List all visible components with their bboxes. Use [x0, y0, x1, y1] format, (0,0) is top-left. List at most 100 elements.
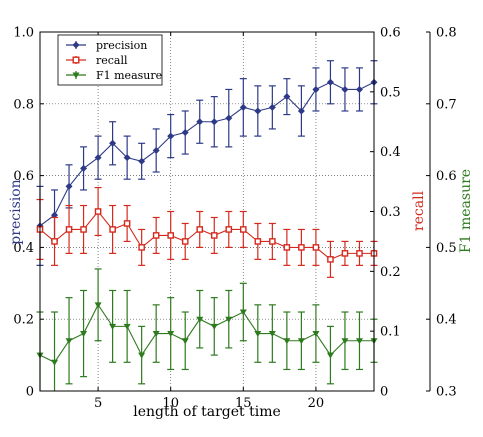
data-point-recall	[210, 232, 218, 239]
data-point-precision	[312, 85, 320, 93]
data-point-f1	[225, 316, 233, 323]
legend-item-f1: F1 measure	[66, 69, 162, 82]
data-point-f1	[196, 316, 204, 323]
y-tick-label-f1: 0.5	[436, 241, 457, 256]
series-recall	[36, 186, 378, 278]
triangle-down-marker-icon	[72, 72, 80, 79]
data-point-recall	[327, 256, 334, 263]
y-axis-title-recall: recall	[411, 190, 427, 231]
data-point-recall	[65, 226, 73, 233]
data-point-precision	[123, 154, 131, 162]
data-point-recall	[80, 226, 87, 233]
data-point-precision	[326, 78, 334, 86]
data-point-f1	[80, 331, 88, 338]
data-point-precision	[181, 129, 189, 137]
data-point-f1	[51, 359, 59, 366]
y-tick-label-precision: 0.4	[13, 241, 34, 256]
data-point-recall	[196, 226, 204, 233]
data-point-recall	[123, 220, 131, 227]
data-point-f1	[239, 309, 247, 316]
data-point-precision	[167, 132, 175, 140]
data-point-recall	[167, 232, 174, 239]
data-point-precision	[268, 103, 276, 111]
data-point-precision	[239, 103, 247, 111]
data-point-recall	[269, 238, 276, 245]
legend: precision recall F1 measure	[57, 34, 163, 86]
series-f1	[36, 268, 378, 391]
y-tick-label-f1: 0.4	[436, 313, 457, 328]
legend-item-precision: precision	[66, 39, 147, 52]
data-point-f1	[65, 338, 73, 345]
y-axis-title-precision: precision	[8, 179, 24, 244]
legend-label-precision: precision	[96, 39, 147, 52]
data-point-f1	[268, 331, 276, 338]
data-point-f1	[167, 331, 175, 338]
data-point-f1	[152, 331, 160, 338]
data-point-precision	[94, 154, 102, 162]
legend-label-recall: recall	[96, 54, 128, 67]
data-point-precision	[51, 211, 59, 219]
y-tick-label-recall: 0.3	[380, 205, 401, 220]
y-tick-label-recall: 0.4	[380, 145, 401, 160]
y-tick-label-precision: 1.0	[13, 26, 34, 41]
data-point-precision	[138, 157, 146, 165]
data-point-f1	[355, 338, 363, 345]
diamond-marker-icon	[72, 41, 80, 49]
data-point-precision	[297, 107, 305, 115]
y-tick-label-recall: 0.1	[380, 325, 401, 340]
y-tick-label-f1: 0.3	[436, 385, 457, 400]
y-tick-label-recall: 0.2	[380, 265, 401, 280]
data-point-recall	[254, 238, 262, 245]
series-layer	[36, 60, 378, 391]
data-point-f1	[312, 331, 320, 338]
x-tick-label: 5	[94, 396, 102, 411]
data-point-recall	[225, 226, 233, 233]
y-tick-label-precision: 0.6	[13, 169, 34, 184]
x-axis-title: length of target time	[133, 404, 281, 420]
data-point-f1	[123, 323, 131, 330]
y-tick-label-recall: 0.6	[380, 26, 401, 41]
data-point-f1	[341, 338, 349, 345]
series-line-precision	[39, 81, 375, 227]
x-tick-label: 10	[162, 396, 179, 411]
y-tick-label-precision: 0	[26, 385, 34, 400]
data-point-recall	[181, 238, 189, 245]
data-point-f1	[326, 352, 334, 359]
legend-item-recall: recall	[66, 54, 128, 67]
data-point-precision	[341, 85, 349, 93]
data-point-f1	[94, 302, 102, 309]
y-tick-label-recall: 0	[380, 385, 388, 400]
data-point-precision	[210, 118, 218, 126]
data-point-precision	[152, 146, 160, 154]
y-tick-label-precision: 0.2	[13, 313, 34, 328]
x-tick-label: 20	[308, 396, 325, 411]
data-point-precision	[254, 107, 262, 115]
legend-label-f1: F1 measure	[96, 69, 162, 82]
data-point-f1	[254, 331, 262, 338]
square-marker-icon	[72, 56, 80, 64]
y-axis-title-f1: F1 measure	[458, 169, 474, 253]
data-point-recall	[356, 250, 363, 257]
data-point-recall	[152, 232, 160, 239]
data-point-f1	[181, 338, 189, 345]
data-point-precision	[80, 164, 88, 172]
data-point-recall	[94, 208, 102, 215]
data-point-recall	[240, 226, 247, 233]
data-point-recall	[341, 250, 349, 257]
data-point-precision	[355, 85, 363, 93]
data-point-precision	[283, 93, 291, 101]
data-point-recall	[298, 244, 305, 251]
data-point-f1	[297, 338, 305, 345]
axes: 5 10 15 20 0 0.2 0.4 0.6 0.8 1.0 0 0.1 0.2 0.3 0.4 0.5 0…	[13, 26, 456, 412]
data-point-recall	[109, 226, 116, 233]
y-tick-label-f1: 0.6	[436, 169, 457, 184]
data-point-f1	[138, 352, 146, 359]
data-point-precision	[65, 182, 73, 190]
data-point-recall	[51, 238, 58, 245]
series-line-f1	[39, 303, 374, 363]
y-tick-label-recall: 0.5	[380, 85, 401, 100]
data-point-precision	[225, 114, 233, 122]
data-point-f1	[283, 338, 291, 345]
y-tick-label-precision: 0.8	[13, 97, 34, 112]
